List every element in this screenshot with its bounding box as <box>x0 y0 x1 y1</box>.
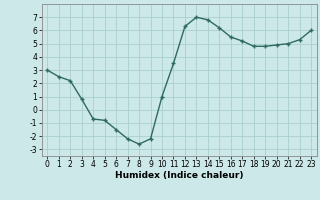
X-axis label: Humidex (Indice chaleur): Humidex (Indice chaleur) <box>115 171 244 180</box>
